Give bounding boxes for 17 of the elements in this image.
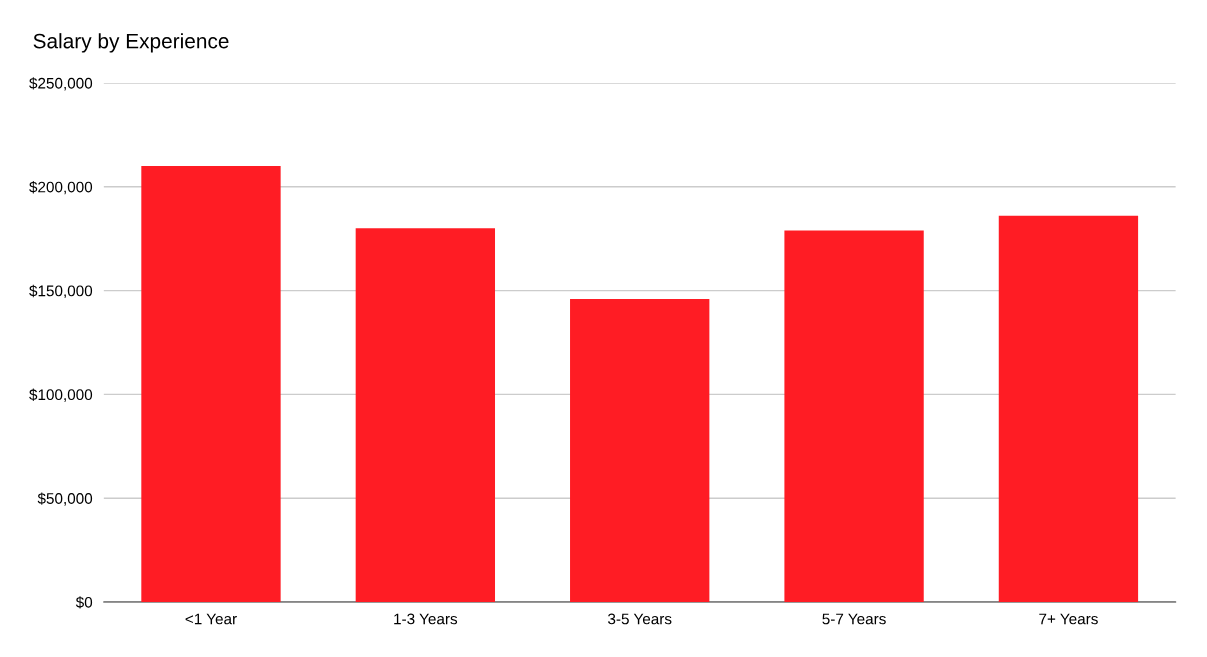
x-tick-label: 1-3 Years [394, 613, 458, 625]
y-tick-label: $250,000 [29, 77, 93, 91]
bar [355, 228, 496, 603]
y-tick-label: $200,000 [29, 181, 93, 195]
x-tick-label: 5-7 Years [822, 613, 886, 625]
bar [570, 298, 710, 603]
y-tick-label: $0 [75, 596, 93, 609]
bar [141, 166, 281, 603]
bar [784, 230, 924, 603]
chart-title: Salary by Experience [33, 33, 229, 53]
y-tick-label: $50,000 [37, 492, 93, 506]
y-tick-label: $150,000 [29, 284, 93, 299]
x-tick-label: 3-5 Years [608, 613, 672, 625]
y-tick-label: $100,000 [29, 388, 93, 402]
x-tick-label: <1 Year [185, 613, 237, 625]
x-tick-label: 7+ Years [1039, 613, 1098, 625]
bar [998, 215, 1139, 603]
